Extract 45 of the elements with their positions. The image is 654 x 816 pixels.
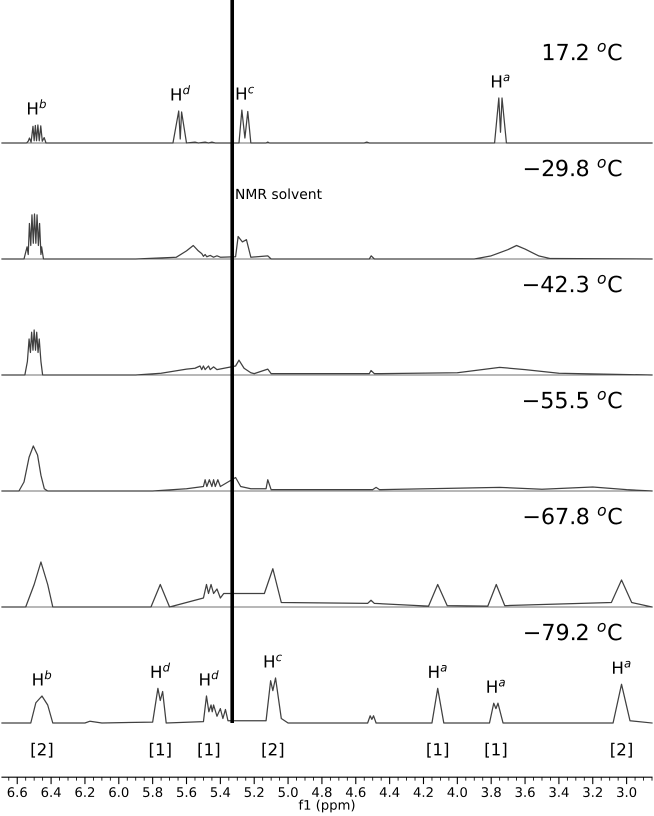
x-tick-label: 6.6 xyxy=(8,787,27,798)
x-tick-label: 5.2 xyxy=(244,787,264,798)
chart-title: −79.2 $^{o}$C xyxy=(525,622,622,640)
annotation: H$^{d}$ xyxy=(152,662,170,678)
x-tick-label: 5.8 xyxy=(143,787,162,798)
chart-title: −55.5 $^{o}$C xyxy=(524,390,622,408)
x-tick-label: 5.0 xyxy=(278,787,298,798)
x-tick-label: 4.8 xyxy=(312,787,332,798)
chart-title: −67.8 $^{o}$C xyxy=(524,506,622,524)
annotation: H$^{d}$ xyxy=(200,670,219,686)
x-tick-label: 3.6 xyxy=(516,787,535,798)
text: [2] xyxy=(32,742,52,758)
text: [1] xyxy=(486,742,506,758)
annotation: H$^{c}$ xyxy=(236,86,254,100)
chart-title: 17.2 $^{o}$C xyxy=(544,42,622,60)
x-tick-label: 4.2 xyxy=(414,787,433,797)
x-tick-label: 3.2 xyxy=(583,787,602,798)
x-tick-label: 5.4 xyxy=(210,787,230,798)
x-tick-label: 4.4 xyxy=(380,787,400,797)
x-tick-label: 3.0 xyxy=(617,787,636,798)
x-tick-label: 6.2 xyxy=(75,787,94,798)
x-tick-label: 6.0 xyxy=(109,787,128,798)
chart-title: −29.8 $^{o}$C xyxy=(524,158,622,176)
annotation: H$^{b}$ xyxy=(33,670,52,686)
text: [1] xyxy=(427,742,448,758)
annotation: H$^{a}$ xyxy=(613,660,630,674)
x-tick-label: 3.4 xyxy=(549,787,569,798)
text: [2] xyxy=(611,742,632,758)
annotation: H$^{c}$ xyxy=(264,654,282,668)
x-tick-label: 4.6 xyxy=(346,787,366,798)
annotation: H$^{b}$ xyxy=(28,99,46,114)
x-tick-label: 6.4 xyxy=(42,787,61,798)
text: [2] xyxy=(262,742,284,758)
chart-title: −42.3 $^{o}$C xyxy=(524,274,622,292)
annotation: H$^{d}$ xyxy=(172,85,190,101)
text: [1] xyxy=(150,742,171,758)
annotation: H$^{a}$ xyxy=(492,74,510,88)
x-tick-label: 5.6 xyxy=(177,787,196,798)
annotation: H$^{a}$ xyxy=(429,664,447,678)
x-tick-label: 3.8 xyxy=(482,787,501,798)
annotation: H$^{a}$ xyxy=(487,680,505,693)
x-axis-title: f1 (ppm) xyxy=(298,800,354,812)
text: [1] xyxy=(198,742,220,758)
ref-line-label: NMR solvent xyxy=(236,188,322,200)
x-tick-label: 4.0 xyxy=(447,787,467,798)
